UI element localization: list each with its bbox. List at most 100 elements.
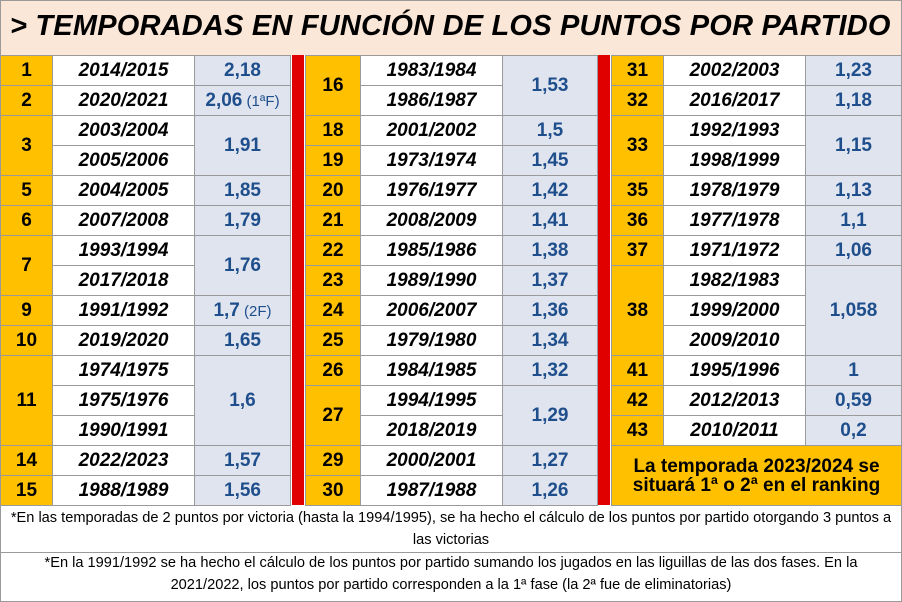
points-value-cell: 1,6 xyxy=(194,355,291,446)
rank-cell: 33 xyxy=(611,115,664,176)
points-value: 1,27 xyxy=(531,450,569,471)
points-value: 0,59 xyxy=(835,390,872,411)
table-row: 2017/2018 xyxy=(1,265,291,296)
table-row: 29 2000/2001 1,27 xyxy=(305,445,598,476)
ranking-table-2: 16 1983/1984 1,53 1986/1987 18 2001/2002 1,5 19… xyxy=(305,55,598,506)
points-value-cell: 1,23 xyxy=(805,55,902,86)
season-cell: 2009/2010 xyxy=(663,325,806,356)
rank-cell: 20 xyxy=(305,175,361,206)
points-value-cell: 1,76 xyxy=(194,235,291,296)
points-value-cell: 1,53 xyxy=(502,55,598,116)
season-cell: 1977/1978 xyxy=(663,205,806,236)
table-row: 32 2016/2017 1,18 xyxy=(611,85,902,116)
season-cell: 1988/1989 xyxy=(52,475,195,506)
season-cell: 1995/1996 xyxy=(663,355,806,386)
points-value-cell: 1,13 xyxy=(805,175,902,206)
season-cell: 1979/1980 xyxy=(360,325,503,356)
season-cell: 1987/1988 xyxy=(360,475,503,506)
points-value-cell: 1,42 xyxy=(502,175,598,206)
ranking-table-1: 1 2014/2015 2,18 2 2020/2021 2,06 (1ªF) 3 2003/… xyxy=(0,55,291,506)
points-value: 1,79 xyxy=(224,210,261,231)
points-value: 1,85 xyxy=(224,180,261,201)
table-row: 1990/1991 xyxy=(1,415,291,446)
rank-cell: 24 xyxy=(305,295,361,326)
rank-cell: 15 xyxy=(0,475,53,506)
points-value: 1,13 xyxy=(835,180,872,201)
table-row: 3 2003/2004 1,91 xyxy=(0,115,291,176)
rank-cell: 16 xyxy=(305,55,361,116)
table-row: 5 2004/2005 1,85 xyxy=(0,175,291,206)
table-row: 1999/2000 xyxy=(612,295,902,326)
table-row: 9 1991/1992 1,7 (2F) xyxy=(0,295,291,326)
season-cell: 2007/2008 xyxy=(52,205,195,236)
points-value-cell: 1,26 xyxy=(502,475,598,506)
season-cell: 1992/1993 xyxy=(663,115,806,146)
rank-cell: 36 xyxy=(611,205,664,236)
season-cell: 2012/2013 xyxy=(663,385,806,416)
rank-cell: 32 xyxy=(611,85,664,116)
table-row: 42 2012/2013 0,59 xyxy=(611,385,902,416)
table-row: 23 1989/1990 1,37 xyxy=(305,265,598,296)
season-cell: 1974/1975 xyxy=(52,355,195,386)
season-cell: 2017/2018 xyxy=(52,265,195,296)
rank-cell: 42 xyxy=(611,385,664,416)
points-value-note: (2F) xyxy=(239,303,272,320)
table-row: 2018/2019 xyxy=(306,415,598,446)
table-row: 36 1977/1978 1,1 xyxy=(611,205,902,236)
table-row: 1986/1987 xyxy=(306,85,598,116)
table-row: 20 1976/1977 1,42 xyxy=(305,175,598,206)
table-row: 31 2002/2003 1,23 xyxy=(611,55,902,86)
points-value-cell: 1,15 xyxy=(805,115,902,176)
points-value: 1,18 xyxy=(835,90,872,111)
table-row: 22 1985/1986 1,38 xyxy=(305,235,598,266)
footnote-phases: *En la 1991/1992 se ha hecho el cálculo … xyxy=(0,552,902,600)
table-row: 1 2014/2015 2,18 xyxy=(0,55,291,86)
points-value-cell: 2,18 xyxy=(194,55,291,86)
points-value: 1,45 xyxy=(531,150,569,171)
points-value-cell: 1,058 xyxy=(805,265,902,356)
rank-cell: 31 xyxy=(611,55,664,86)
table-row: 2 2020/2021 2,06 (1ªF) xyxy=(0,85,291,116)
points-value: 1 xyxy=(848,360,859,381)
rank-cell: 21 xyxy=(305,205,361,236)
season-cell: 2001/2002 xyxy=(360,115,503,146)
rank-cell: 3 xyxy=(0,115,53,176)
rank-cell: 35 xyxy=(611,175,664,206)
season-cell: 2003/2004 xyxy=(52,115,195,146)
season-cell: 2000/2001 xyxy=(360,445,503,476)
points-value: 1,23 xyxy=(835,60,872,81)
points-value-cell: 0,2 xyxy=(805,415,902,446)
page-title: > TEMPORADAS EN FUNCIÓN DE LOS PUNTOS PO… xyxy=(10,10,891,42)
rank-cell: 6 xyxy=(0,205,53,236)
points-value-cell: 1,29 xyxy=(502,385,598,446)
table-row: 2005/2006 xyxy=(1,145,291,176)
points-value-cell: 1,57 xyxy=(194,445,291,476)
table-row: 15 1988/1989 1,56 xyxy=(0,475,291,506)
season-cell: 2014/2015 xyxy=(52,55,195,86)
rank-cell: 26 xyxy=(305,355,361,386)
points-value-cell: 1,36 xyxy=(502,295,598,326)
season-cell: 1991/1992 xyxy=(52,295,195,326)
points-value-cell: 1,7 (2F) xyxy=(194,295,291,326)
footnote-1-text: *En las temporadas de 2 puntos por victo… xyxy=(10,510,892,548)
points-value-cell: 1 xyxy=(805,355,902,386)
points-value: 1,41 xyxy=(531,210,569,231)
rank-cell: 2 xyxy=(0,85,53,116)
season-cell: 2005/2006 xyxy=(52,145,195,176)
rank-cell: 14 xyxy=(0,445,53,476)
rank-cell: 23 xyxy=(305,265,361,296)
points-value-cell: 1,5 xyxy=(502,115,598,146)
footnote-2-text: *En la 1991/1992 se ha hecho el cálculo … xyxy=(44,555,858,593)
season-cell: 2006/2007 xyxy=(360,295,503,326)
season-cell: 2008/2009 xyxy=(360,205,503,236)
table-row: 35 1978/1979 1,13 xyxy=(611,175,902,206)
table-row: 38 1982/1983 1,058 xyxy=(611,265,902,356)
points-value: 1,38 xyxy=(531,240,569,261)
rank-cell: 27 xyxy=(305,385,361,446)
table-row: 11 1974/1975 1,6 xyxy=(0,355,291,446)
rank-cell: 41 xyxy=(611,355,664,386)
points-value-cell: 1,1 xyxy=(805,205,902,236)
ranking-table-3: 31 2002/2003 1,23 32 2016/2017 1,18 33 1992/199… xyxy=(611,55,902,506)
points-value: 1,56 xyxy=(224,480,261,501)
red-separator-2 xyxy=(598,55,610,505)
